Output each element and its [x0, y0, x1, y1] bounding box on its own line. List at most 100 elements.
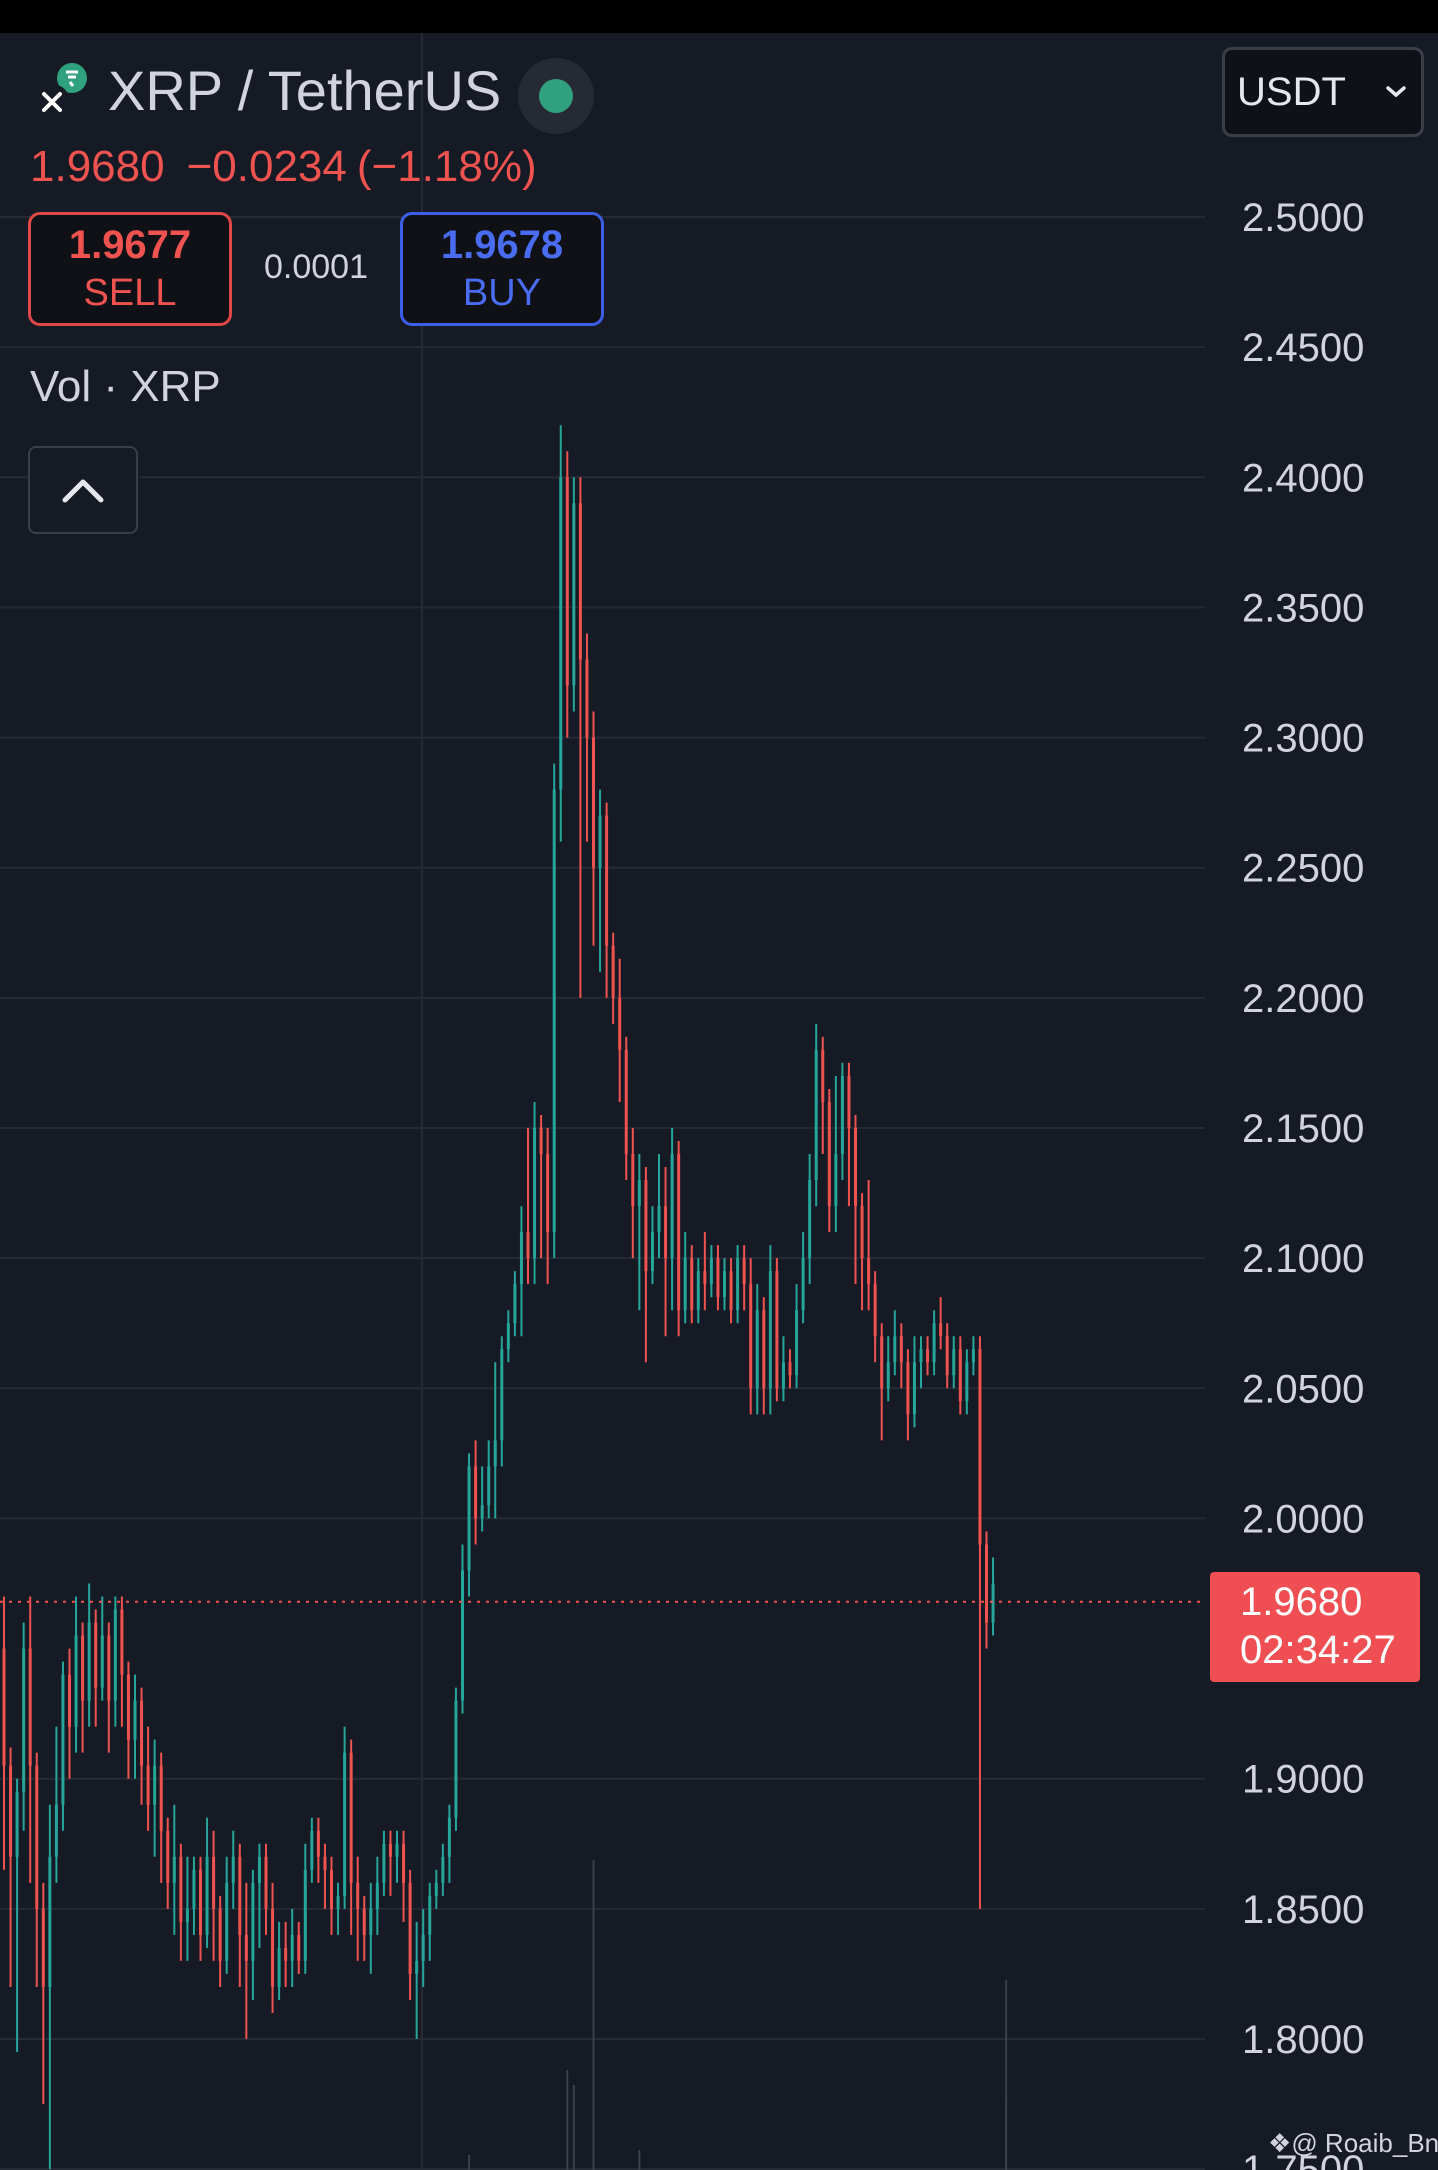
y-tick-label: 2.3500 [1242, 586, 1364, 630]
candle [179, 1843, 183, 1961]
market-status-indicator[interactable] [518, 58, 594, 134]
candle-body [592, 737, 595, 868]
candle-body [395, 1843, 399, 1857]
candle [899, 1323, 903, 1389]
candle-body [847, 1075, 851, 1128]
candle [454, 1687, 458, 1831]
candle [421, 1908, 425, 1987]
candle [487, 1440, 491, 1519]
candle [212, 1830, 216, 1961]
candle [559, 425, 563, 842]
candle-body [801, 1258, 805, 1311]
volume-indicator-label[interactable]: Vol · XRP [30, 362, 221, 411]
symbol-title[interactable]: XRP / TetherUS [108, 59, 502, 122]
market-open-dot-icon [539, 79, 573, 113]
candle-body [388, 1843, 392, 1857]
candle-body [402, 1843, 406, 1883]
candle-body [749, 1284, 753, 1389]
candle-body [991, 1583, 995, 1623]
candle [657, 1154, 661, 1259]
candle-body [611, 945, 615, 998]
sell-button[interactable]: 1.9677 SELL [28, 212, 232, 326]
candle-body [257, 1856, 261, 1883]
candle-body [330, 1869, 333, 1909]
candle [873, 1271, 877, 1363]
candle [952, 1336, 956, 1389]
candle-body [454, 1700, 458, 1818]
price-change-percent: (−1.18%) [356, 142, 537, 191]
candle [526, 1128, 530, 1285]
candle-body [2, 1648, 6, 1766]
candle-body [284, 1947, 288, 1961]
candle [369, 1882, 373, 1974]
candle [199, 1856, 202, 1961]
candle-body [87, 1622, 91, 1701]
collapse-button[interactable] [28, 446, 138, 534]
y-tick-label: 1.8500 [1242, 1888, 1364, 1932]
candle [140, 1687, 144, 1805]
y-tick-label: 2.1500 [1242, 1107, 1364, 1151]
candle [533, 1101, 537, 1285]
candle [781, 1336, 785, 1402]
candle-body [795, 1310, 799, 1376]
xrp-logo-icon [30, 62, 94, 126]
candle [172, 1804, 176, 1935]
candle-body [670, 1154, 674, 1259]
candle [434, 1869, 438, 1909]
candle-body [408, 1882, 412, 1974]
candle-body [578, 503, 582, 660]
candle [251, 1869, 255, 2000]
candle [113, 1596, 117, 1727]
candle [388, 1830, 392, 1896]
candle [480, 1466, 484, 1532]
candle-body [572, 503, 576, 686]
candle-body [585, 659, 589, 738]
candle-body [238, 1856, 242, 1935]
candle-body [107, 1635, 111, 1701]
candle [650, 1206, 654, 1285]
candle [107, 1622, 111, 1753]
candle [768, 1245, 772, 1415]
candle [100, 1596, 104, 1701]
candle-body [54, 1804, 58, 1857]
candle [126, 1661, 130, 1779]
candle-body [618, 997, 622, 1050]
candle-body [696, 1271, 700, 1311]
candle [572, 477, 576, 712]
candle [775, 1258, 779, 1402]
candle [736, 1245, 740, 1324]
candle [297, 1921, 301, 1974]
candle [703, 1232, 707, 1311]
candle-body [166, 1830, 170, 1883]
buy-button[interactable]: 1.9678 BUY [400, 212, 604, 326]
candle [847, 1062, 851, 1207]
candle-body [461, 1570, 464, 1701]
candle-body [441, 1856, 445, 1883]
candle [867, 1180, 871, 1311]
candle-body [840, 1075, 844, 1155]
candle-body [218, 1908, 222, 1961]
candle-body [821, 1049, 825, 1102]
price-chart[interactable]: 2.5000 2.4500 2.4000 2.3500 2.3000 2.2500 2.20… [0, 33, 1438, 2170]
candle [120, 1596, 124, 1727]
candle [919, 1336, 923, 1389]
candle [15, 1778, 19, 2053]
candle-body [506, 1323, 510, 1350]
y-tick-label: 2.0000 [1242, 1497, 1364, 1541]
candle [965, 1349, 969, 1415]
candle-body [271, 1908, 275, 1987]
candle [971, 1336, 975, 1376]
candle [886, 1336, 890, 1402]
candle-body [133, 1700, 137, 1740]
candle-body [297, 1934, 301, 1961]
candle-body [68, 1674, 71, 1727]
candle-body [480, 1505, 484, 1519]
candle-body [899, 1336, 903, 1363]
candle-body [205, 1856, 209, 1935]
candle-body [677, 1154, 681, 1311]
candle [74, 1596, 78, 1753]
currency-select[interactable]: USDT [1222, 47, 1424, 137]
candle [749, 1258, 753, 1415]
candle [264, 1843, 268, 1935]
candle [205, 1817, 209, 1948]
